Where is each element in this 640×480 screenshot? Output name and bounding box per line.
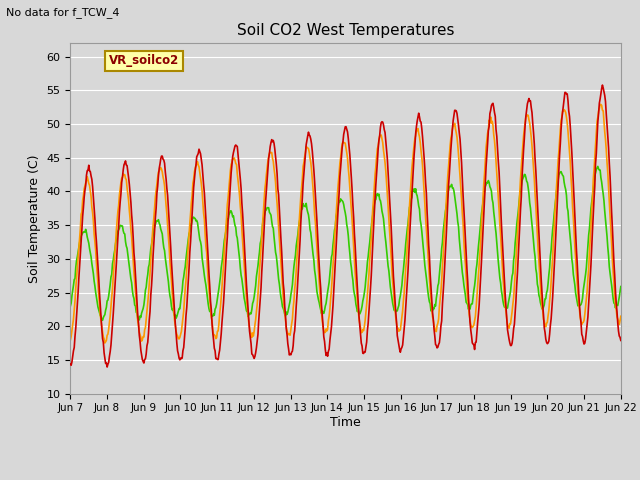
Y-axis label: Soil Temperature (C): Soil Temperature (C) <box>28 154 41 283</box>
Title: Soil CO2 West Temperatures: Soil CO2 West Temperatures <box>237 23 454 38</box>
Legend: TCW_1, TCW_2, TCW_3: TCW_1, TCW_2, TCW_3 <box>184 477 507 480</box>
Text: VR_soilco2: VR_soilco2 <box>109 54 179 67</box>
X-axis label: Time: Time <box>330 416 361 429</box>
Text: No data for f_TCW_4: No data for f_TCW_4 <box>6 7 120 18</box>
